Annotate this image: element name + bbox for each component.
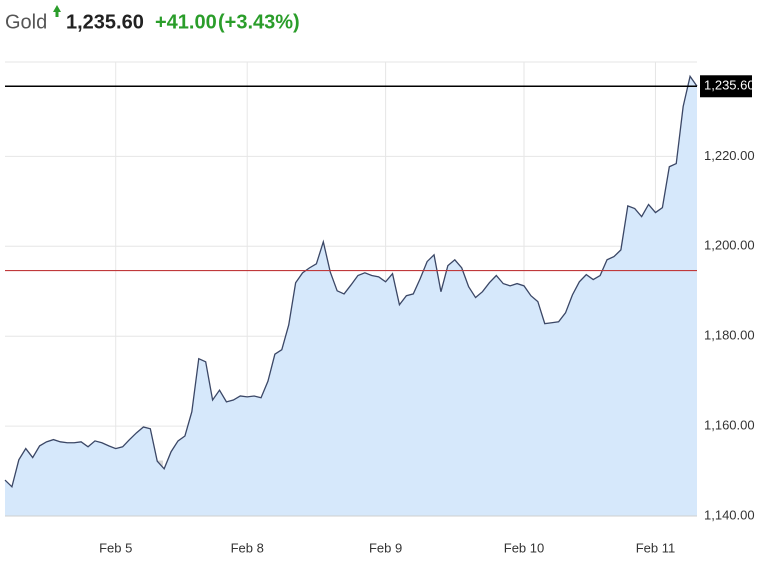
- x-tick-label: Feb 5: [99, 540, 132, 555]
- x-tick-label: Feb 8: [231, 540, 264, 555]
- y-tick-label: 1,140.00: [704, 507, 755, 522]
- instrument-name: Gold: [5, 11, 47, 33]
- area-fill: [5, 76, 697, 516]
- price-line: [4, 74, 698, 489]
- y-tick-label: 1,200.00: [704, 238, 755, 253]
- price: 1,235.60: [66, 11, 144, 33]
- x-tick-label: Feb 11: [636, 540, 676, 555]
- change: +41.00: [155, 11, 217, 33]
- plot-area: Investing.com1,140.001,160.001,180.001,2…: [4, 61, 755, 555]
- x-tick-label: Feb 10: [504, 540, 544, 555]
- y-tick-label: 1,160.00: [704, 418, 755, 433]
- y-tick-label: 1,220.00: [704, 148, 755, 163]
- change-percent: (+3.43%): [218, 11, 300, 33]
- y-tick-label: 1,180.00: [704, 328, 755, 343]
- last-price-label: 1,235.60: [704, 78, 755, 93]
- x-tick-label: Feb 9: [369, 540, 402, 555]
- up-arrow: [53, 5, 61, 17]
- last-price-tag: [700, 75, 752, 98]
